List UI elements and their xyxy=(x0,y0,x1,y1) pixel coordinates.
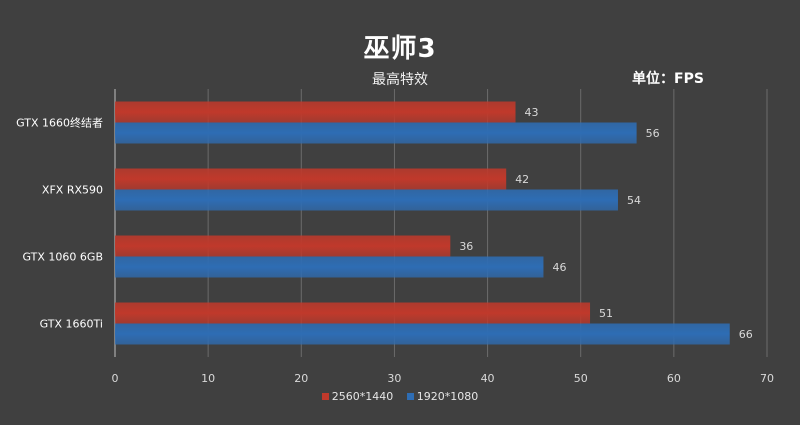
data-label: 43 xyxy=(525,106,539,119)
bar xyxy=(115,302,591,324)
bar xyxy=(115,168,507,190)
unit-label: 单位：FPS xyxy=(632,71,704,87)
data-label: 42 xyxy=(515,173,529,186)
bar xyxy=(115,189,618,211)
legend-swatch-series-1 xyxy=(321,393,329,400)
legend-item-series-1: 2560*1440 xyxy=(321,390,394,403)
chart-subtitle: 最高特效 xyxy=(372,72,428,88)
data-label: 36 xyxy=(459,240,473,253)
legend-swatch-series-2 xyxy=(406,393,414,400)
x-tick-label: 50 xyxy=(574,372,588,385)
x-tick-label: 60 xyxy=(667,372,681,385)
chart-title: 巫师3 xyxy=(363,34,437,64)
category-label: GTX 1060 6GB xyxy=(23,251,103,264)
legend-label-series-2: 1920*1080 xyxy=(416,390,479,403)
bar xyxy=(115,122,637,144)
bar xyxy=(115,235,451,257)
bar xyxy=(115,101,516,123)
data-label: 54 xyxy=(627,194,641,207)
legend-label-series-1: 2560*1440 xyxy=(331,390,394,403)
x-tick-label: 0 xyxy=(112,372,119,385)
bar xyxy=(115,256,544,278)
data-label: 56 xyxy=(646,127,660,140)
x-tick-label: 40 xyxy=(481,372,495,385)
x-tick-label: 70 xyxy=(760,372,774,385)
category-label: GTX 1660终结者 xyxy=(16,116,103,130)
legend-item-series-2: 1920*1080 xyxy=(406,390,479,403)
category-label: XFX RX590 xyxy=(42,184,103,197)
x-tick-label: 30 xyxy=(387,372,401,385)
data-label: 46 xyxy=(552,261,566,274)
data-label: 66 xyxy=(739,328,753,341)
data-label: 51 xyxy=(599,307,613,320)
category-label: GTX 1660Ti xyxy=(40,318,103,331)
x-tick-label: 20 xyxy=(294,372,308,385)
legend: 2560*1440 1920*1080 xyxy=(0,390,800,403)
x-tick-label: 10 xyxy=(201,372,215,385)
bar xyxy=(115,323,730,345)
